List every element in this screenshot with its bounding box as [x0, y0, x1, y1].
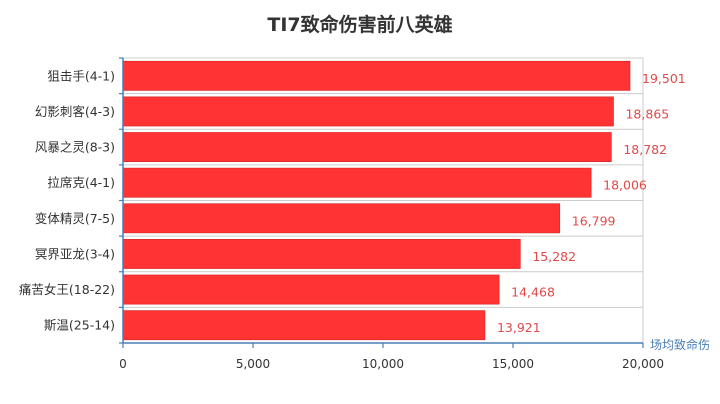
bar [122, 274, 500, 305]
value-label: 15,282 [532, 249, 576, 264]
value-label: 16,799 [572, 213, 616, 228]
category-label: 风暴之灵(8-3) [35, 140, 115, 155]
value-labels: 19,501 18,865 18,782 18,006 16,799 15,282 14,4… [497, 71, 686, 335]
x-axis-title: 场均致命伤 [650, 337, 710, 352]
value-label: 19,501 [642, 71, 686, 86]
value-label: 14,468 [511, 285, 555, 300]
bar [122, 96, 614, 127]
value-label: 13,921 [497, 320, 541, 335]
value-label: 18,006 [603, 178, 647, 193]
x-tick-labels: 0 5,000 10,000 15,000 20,000 [119, 357, 664, 371]
x-tick-label: 5,000 [236, 357, 270, 371]
bar [122, 310, 486, 341]
category-label: 痛苦女王(18-22) [19, 282, 115, 297]
axes [119, 57, 644, 348]
category-labels: 狙击手(4-1) 幻影刺客(4-3) 风暴之灵(8-3) 拉席克(4-1) 变体精灵(7… [19, 68, 115, 332]
category-label: 变体精灵(7-5) [35, 211, 115, 226]
category-label: 幻影刺客(4-3) [35, 104, 115, 119]
category-label: 斯温(25-14) [44, 318, 115, 333]
x-tick-label: 15,000 [492, 357, 534, 371]
category-label: 拉席克(4-1) [47, 175, 115, 190]
bar [122, 167, 592, 198]
value-label: 18,782 [623, 142, 667, 157]
bar [122, 239, 521, 269]
value-label: 18,865 [625, 106, 669, 121]
category-label: 冥界亚龙(3-4) [35, 246, 115, 261]
bar [122, 132, 612, 162]
x-tick-label: 20,000 [622, 357, 664, 371]
x-tick-label: 0 [119, 357, 127, 371]
category-label: 狙击手(4-1) [47, 68, 115, 83]
chart-title: TI7致命伤害前八英雄 [267, 14, 453, 36]
bar [122, 60, 631, 91]
bars [122, 60, 631, 341]
bar [122, 203, 561, 234]
x-tick-label: 10,000 [362, 357, 404, 371]
